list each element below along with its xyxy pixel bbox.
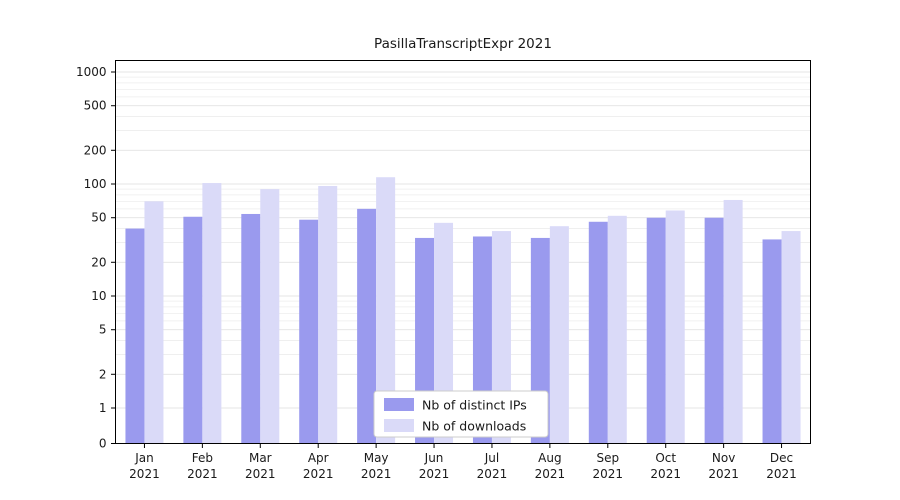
x-tick-label-month: Aug (538, 451, 561, 465)
bar-nb-of-distinct-ips (762, 239, 782, 444)
bar-nb-of-distinct-ips (588, 221, 608, 444)
y-tick-label: 500 (84, 99, 107, 113)
bar-nb-of-distinct-ips (299, 219, 319, 444)
x-tick-label-year: 2021 (303, 467, 334, 481)
bar-nb-of-distinct-ips (241, 213, 261, 444)
bar-nb-of-distinct-ips (646, 217, 666, 444)
x-tick-label-month: Sep (596, 451, 619, 465)
legend-label-nb-of-distinct-ips: Nb of distinct IPs (422, 398, 527, 413)
legend-label-nb-of-downloads: Nb of downloads (422, 419, 526, 434)
y-tick-label: 50 (91, 211, 106, 225)
x-tick-label-year: 2021 (129, 467, 160, 481)
bar-nb-of-downloads (491, 231, 511, 444)
x-tick-label-month: Dec (770, 451, 793, 465)
x-tick-label-year: 2021 (187, 467, 218, 481)
x-tick-label-month: Jun (424, 451, 444, 465)
x-tick-label-year: 2021 (766, 467, 797, 481)
x-tick-label-year: 2021 (593, 467, 624, 481)
x-tick-label-month: Apr (308, 451, 329, 465)
x-tick-label-month: Mar (249, 451, 272, 465)
x-tick-label-month: Jan (134, 451, 154, 465)
bar-nb-of-downloads (549, 226, 569, 444)
bar-nb-of-downloads (376, 177, 396, 444)
bar-nb-of-downloads (434, 222, 454, 444)
x-tick-label-year: 2021 (477, 467, 508, 481)
bar-nb-of-downloads (781, 231, 801, 444)
bar-nb-of-downloads (260, 189, 280, 444)
legend-swatch-nb-of-distinct-ips (384, 398, 414, 411)
x-tick-label-year: 2021 (535, 467, 566, 481)
y-tick-label: 5 (99, 323, 107, 337)
x-tick-label-year: 2021 (650, 467, 681, 481)
x-tick-label-month: Jul (484, 451, 499, 465)
bar-nb-of-distinct-ips (704, 217, 724, 444)
y-tick-label: 100 (84, 177, 107, 191)
x-tick-label-month: May (364, 451, 389, 465)
x-tick-label-month: Feb (192, 451, 213, 465)
y-tick-label: 1 (99, 401, 107, 415)
y-tick-label: 0 (99, 437, 107, 451)
x-tick-label-month: Nov (712, 451, 735, 465)
bar-nb-of-downloads (144, 201, 164, 444)
chart-title: PasillaTranscriptExpr 2021 (374, 36, 552, 52)
x-tick-label-year: 2021 (708, 467, 739, 481)
y-tick-label: 200 (84, 143, 107, 157)
y-tick-label: 20 (91, 255, 106, 269)
x-tick-label-year: 2021 (245, 467, 276, 481)
x-tick-label-year: 2021 (419, 467, 450, 481)
bar-nb-of-downloads (318, 185, 338, 444)
x-tick-label-year: 2021 (361, 467, 392, 481)
y-tick-label: 2 (99, 367, 107, 381)
bar-nb-of-distinct-ips (183, 216, 203, 444)
bar-nb-of-downloads (202, 183, 222, 444)
bar-nb-of-distinct-ips (357, 208, 377, 444)
plot-frame (115, 60, 811, 444)
y-tick-label: 10 (91, 289, 106, 303)
bar-nb-of-downloads (723, 199, 743, 444)
bar-nb-of-distinct-ips (125, 228, 145, 444)
bar-nb-of-downloads (665, 210, 685, 444)
y-tick-label: 1000 (76, 65, 107, 79)
bar-nb-of-downloads (607, 215, 627, 444)
x-tick-label-month: Oct (655, 451, 676, 465)
legend-swatch-nb-of-downloads (384, 419, 414, 432)
legend-box (373, 390, 549, 438)
